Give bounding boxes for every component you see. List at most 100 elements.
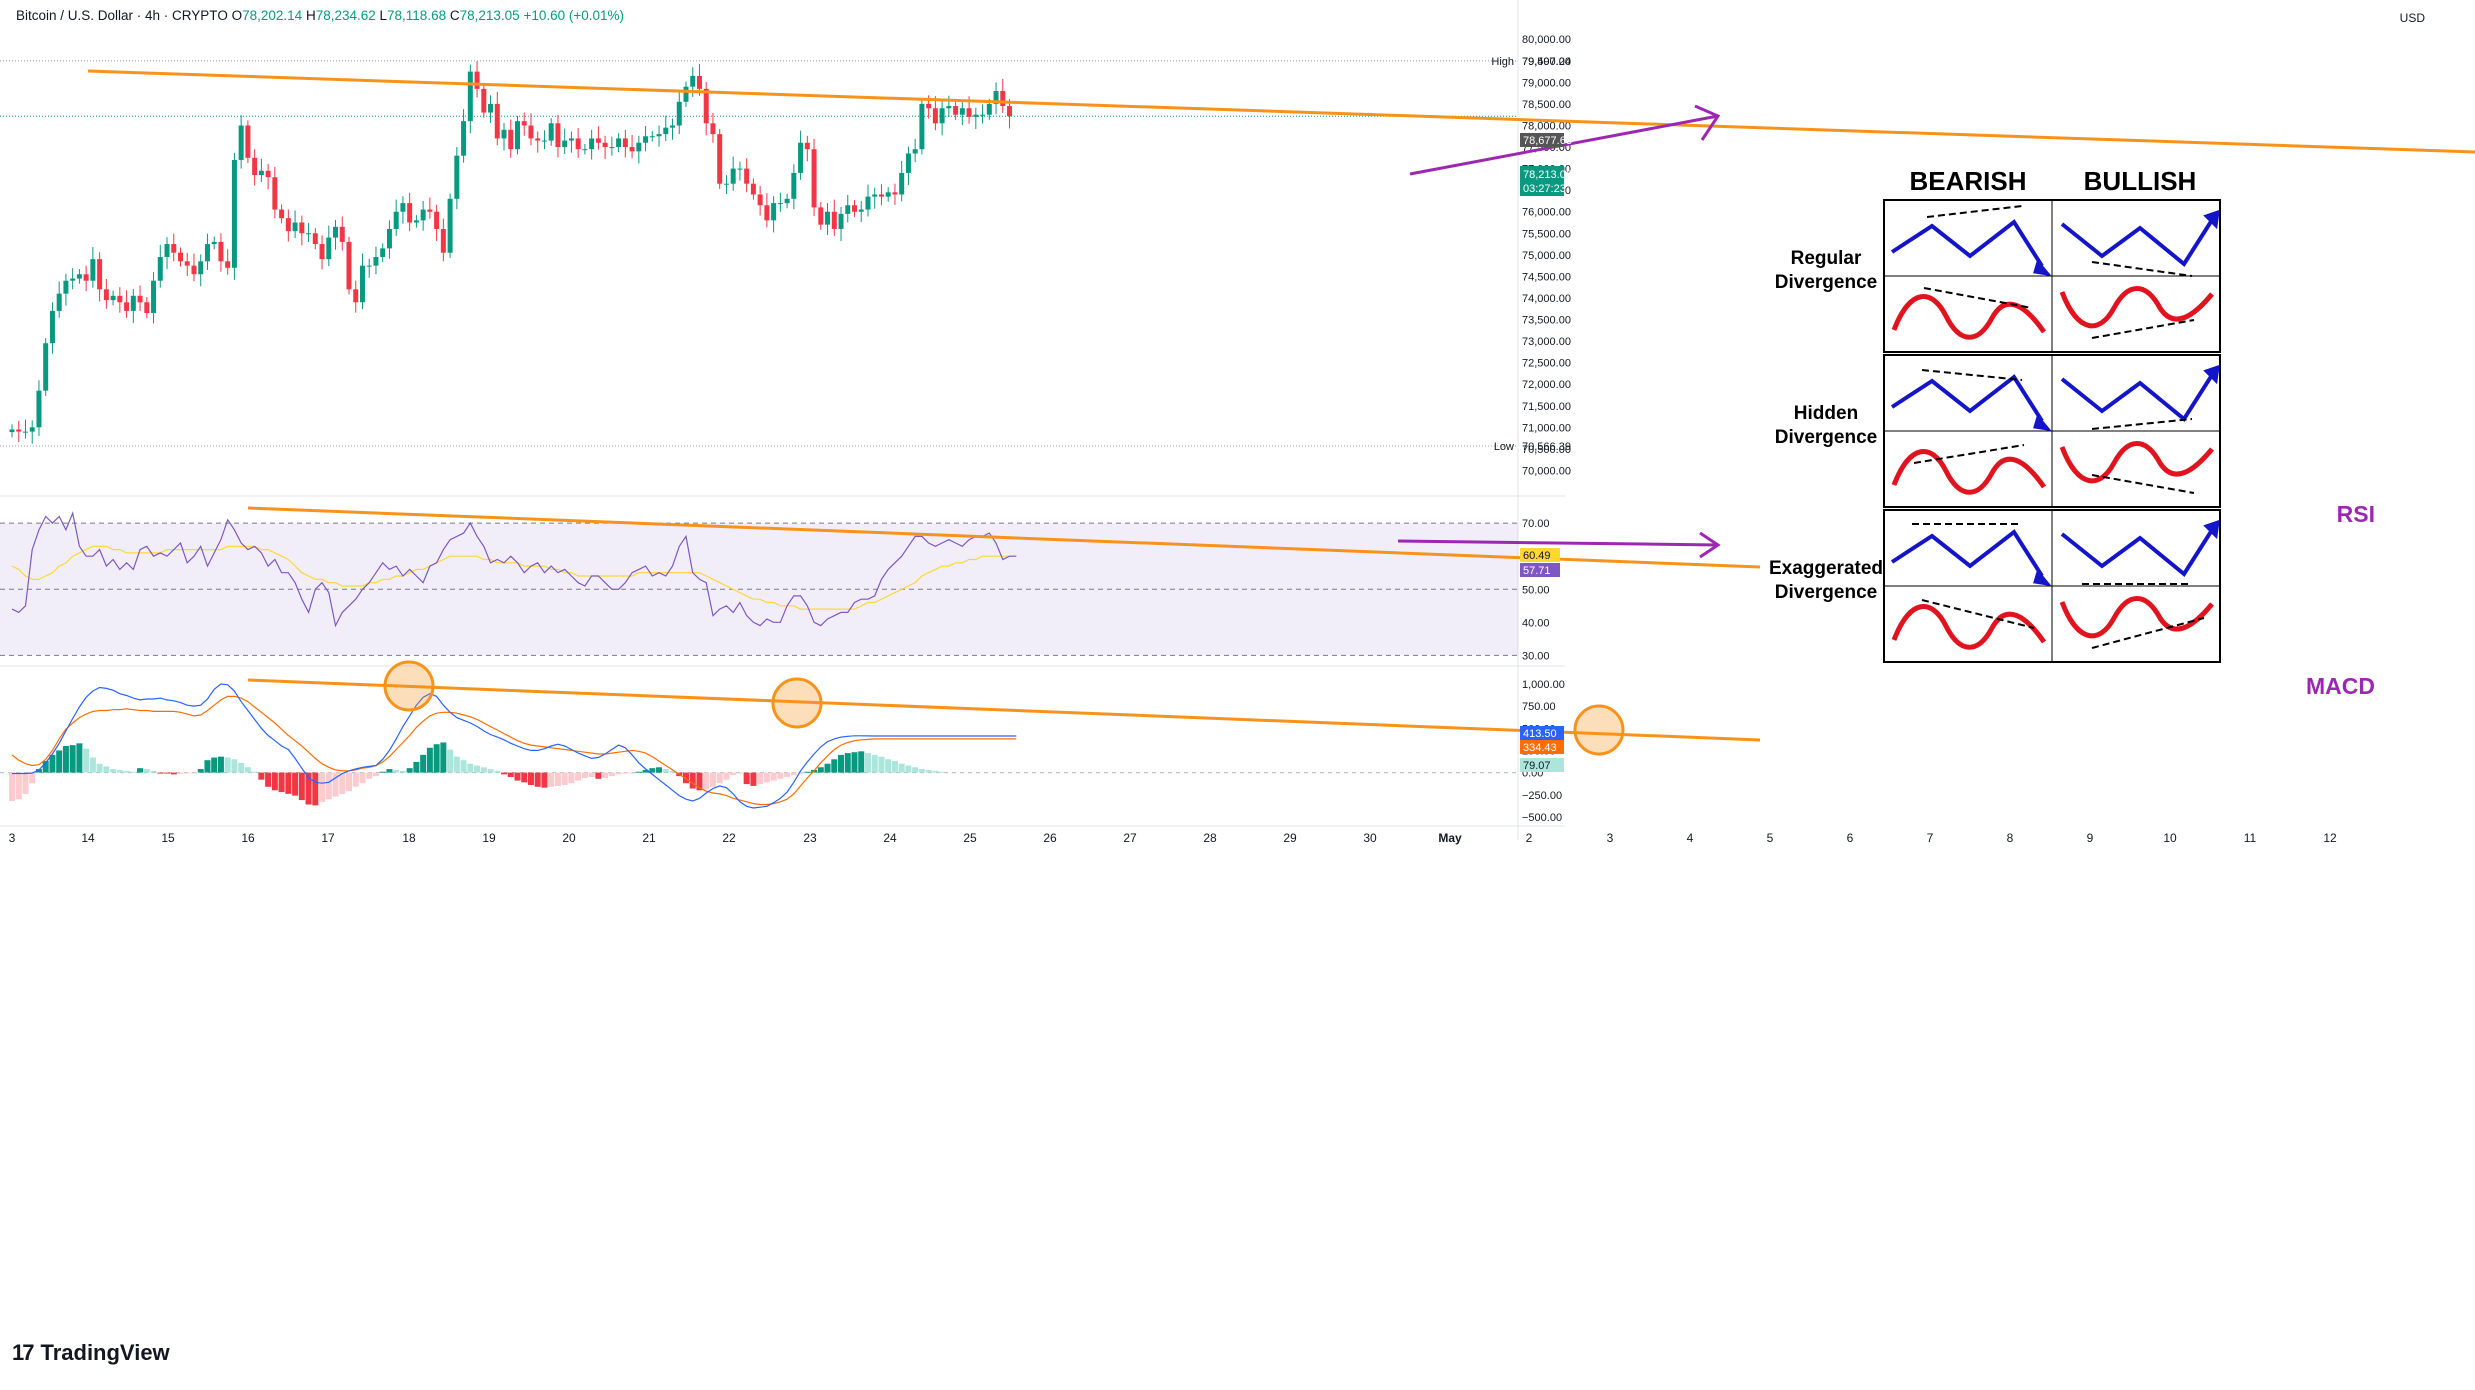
tradingview-brand[interactable]: 17 TradingView bbox=[12, 1340, 170, 1366]
candle-body bbox=[265, 170, 271, 178]
candle-body bbox=[454, 155, 460, 199]
extreme-price-value: 79,497.24 bbox=[1522, 56, 1571, 68]
macd-histogram-bar bbox=[851, 752, 858, 773]
candle-body bbox=[319, 244, 325, 260]
rsi-trendline bbox=[247, 506, 1761, 569]
candle-body bbox=[750, 183, 756, 195]
candle-body bbox=[831, 211, 837, 229]
macd-histogram-bar bbox=[770, 772, 777, 781]
macd-histogram-bar bbox=[413, 761, 420, 773]
macd-histogram-bar bbox=[319, 772, 326, 802]
candle-body bbox=[508, 129, 514, 150]
macd-histogram-bar bbox=[137, 768, 144, 773]
rsi-ma-line bbox=[11, 545, 1017, 610]
ohlc-high-label: H bbox=[305, 8, 316, 23]
time-axis-tick: 3 bbox=[1607, 831, 1614, 845]
candle-body bbox=[474, 71, 480, 89]
macd-histogram-bar bbox=[878, 756, 885, 773]
legend-dashed-line bbox=[1923, 287, 2033, 309]
macd-histogram-bar bbox=[905, 765, 912, 773]
price-tag-bg bbox=[1520, 133, 1564, 147]
time-axis-tick: 22 bbox=[722, 831, 736, 845]
macd-histogram-bar bbox=[76, 743, 83, 773]
candle-body bbox=[764, 205, 770, 221]
time-axis-tick: 12 bbox=[2323, 831, 2337, 845]
time-axis-tick: 26 bbox=[1043, 831, 1057, 845]
time-axis-tick: 20 bbox=[562, 831, 576, 845]
candle-body bbox=[939, 108, 945, 124]
candle-body bbox=[151, 280, 157, 314]
currency-label[interactable]: USD bbox=[2399, 11, 2425, 25]
candle-body bbox=[953, 106, 959, 115]
candle-body bbox=[541, 140, 547, 142]
macd-histogram-bar bbox=[925, 769, 932, 773]
macd-histogram-bar bbox=[244, 767, 251, 773]
macd-histogram-bar bbox=[305, 772, 312, 805]
brand-name: TradingView bbox=[40, 1340, 170, 1365]
macd-axis-tick: 1,000.00 bbox=[1522, 679, 1565, 691]
macd-tag-bg bbox=[1520, 726, 1564, 740]
candle-body bbox=[791, 172, 797, 199]
candle-body bbox=[589, 138, 595, 150]
macd-histogram-bar bbox=[29, 772, 36, 784]
price-axis-tick: 73,500.00 bbox=[1522, 315, 1571, 327]
arrowhead-icon bbox=[2203, 364, 2220, 385]
macd-histogram-bar bbox=[871, 754, 878, 773]
macd-histogram-bar bbox=[730, 772, 737, 776]
macd-signal-tag: 334.43 bbox=[1523, 742, 1557, 754]
time-axis-tick: 10 bbox=[2163, 831, 2177, 845]
price-axis-tick: 70,500.00 bbox=[1522, 444, 1571, 456]
macd-histogram-bar bbox=[831, 759, 838, 773]
macd-histogram-bar bbox=[42, 761, 49, 773]
macd-histogram-bar bbox=[271, 772, 278, 791]
ohlc-high-value: 78,234.62 bbox=[315, 8, 376, 23]
legend-dashed-line bbox=[2091, 617, 2205, 649]
bearish-price-zigzag bbox=[1890, 374, 2044, 423]
macd-histogram-bar bbox=[608, 772, 615, 777]
candle-body bbox=[488, 103, 494, 113]
macd-histogram-bar bbox=[332, 772, 339, 797]
candle-body bbox=[959, 108, 965, 115]
ohlc-low-value: 78,118.68 bbox=[387, 8, 447, 23]
legend-row-label: Divergence bbox=[1775, 427, 1877, 448]
bullish-oscillator-wave bbox=[2059, 596, 2214, 639]
candle-body bbox=[306, 233, 312, 235]
candle-body bbox=[157, 257, 163, 281]
macd-histogram-bar bbox=[575, 772, 582, 781]
candle-body bbox=[481, 88, 487, 113]
extreme-price-name: High bbox=[1491, 56, 1514, 68]
macd-histogram-bar bbox=[35, 769, 42, 773]
candle-body bbox=[582, 149, 588, 151]
macd-line bbox=[12, 683, 1017, 809]
candle-body bbox=[427, 209, 433, 212]
macd-histogram-bar bbox=[62, 746, 69, 773]
rsi-axis-tick: 70.00 bbox=[1522, 518, 1550, 530]
macd-histogram-bar bbox=[69, 745, 76, 773]
candle-body bbox=[366, 265, 372, 267]
macd-histogram-bar bbox=[143, 769, 150, 773]
macd-signal-line bbox=[11, 695, 1017, 806]
candle-body bbox=[70, 278, 76, 281]
macd-histogram-bar bbox=[217, 756, 224, 773]
price-axis-tick: 80,000.00 bbox=[1522, 34, 1571, 46]
candle-body bbox=[252, 157, 258, 176]
candle-body bbox=[670, 125, 676, 128]
candle-body bbox=[946, 106, 952, 109]
candle-body bbox=[198, 261, 204, 275]
macd-histogram-bar bbox=[487, 769, 494, 773]
candle-body bbox=[622, 138, 628, 148]
legend-dashed-line bbox=[1921, 599, 2035, 629]
symbol-title: Bitcoin / U.S. Dollar · 4h · CRYPTO bbox=[16, 8, 228, 23]
macd-histogram-bar bbox=[399, 770, 406, 773]
macd-histogram-bar bbox=[184, 772, 191, 774]
rsi-axis-tick: 30.00 bbox=[1522, 650, 1550, 662]
macd-peak-marker bbox=[771, 677, 823, 729]
macd-histogram-bar bbox=[797, 772, 804, 774]
candle-body bbox=[528, 125, 534, 139]
legend-dashed-line bbox=[1921, 369, 2023, 381]
rsi-ma-tag: 60.49 bbox=[1523, 550, 1551, 562]
candle-body bbox=[440, 228, 446, 253]
macd-histogram-bar bbox=[838, 754, 845, 773]
